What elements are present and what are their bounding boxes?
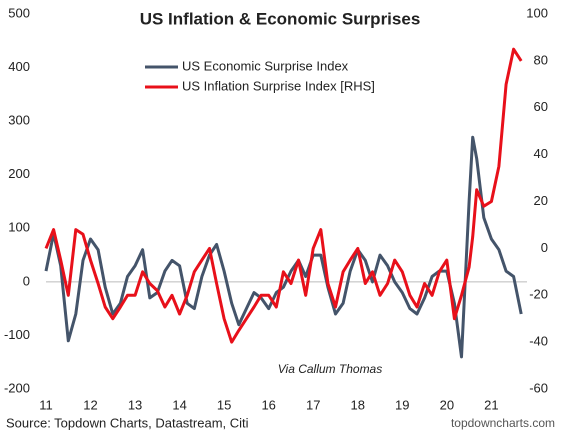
chart-title: US Inflation & Economic Surprises bbox=[140, 9, 421, 28]
x-tick-label: 21 bbox=[484, 397, 498, 412]
x-tick-label: 19 bbox=[395, 397, 409, 412]
y2-tick-label: -60 bbox=[529, 380, 548, 395]
x-tick-label: 15 bbox=[217, 397, 231, 412]
y2-tick-label: 40 bbox=[534, 146, 548, 161]
x-tick-label: 16 bbox=[261, 397, 275, 412]
y2-tick-label: 20 bbox=[534, 193, 548, 208]
y-tick-label: -200 bbox=[4, 380, 30, 395]
series-line bbox=[44, 135, 523, 359]
y-tick-label: 0 bbox=[23, 273, 30, 288]
y-tick-label: 200 bbox=[8, 166, 30, 181]
legend-label: US Inflation Surprise Index [RHS] bbox=[182, 78, 375, 93]
y-tick-label: 400 bbox=[8, 59, 30, 74]
source: Source: Topdown Charts, Datastream, Citi bbox=[6, 415, 249, 430]
y2-tick-label: 80 bbox=[534, 52, 548, 67]
x-tick-label: 17 bbox=[306, 397, 320, 412]
y2-tick-label: -20 bbox=[529, 287, 548, 302]
y-tick-label: 300 bbox=[8, 113, 30, 128]
watermark: topdowncharts.com bbox=[451, 416, 555, 430]
x-tick-label: 13 bbox=[128, 397, 142, 412]
y2-tick-label: 0 bbox=[541, 240, 548, 255]
x-tick-label: 14 bbox=[172, 397, 186, 412]
y-tick-label: -100 bbox=[4, 327, 30, 342]
annotation: Via Callum Thomas bbox=[278, 362, 382, 376]
y2-tick-label: -40 bbox=[529, 334, 548, 349]
x-tick-label: 20 bbox=[440, 397, 454, 412]
y-tick-label: 500 bbox=[8, 5, 30, 20]
y2-tick-label: 100 bbox=[526, 5, 548, 20]
y-tick-label: 100 bbox=[8, 220, 30, 235]
x-tick-label: 18 bbox=[351, 397, 365, 412]
x-tick-label: 11 bbox=[39, 397, 53, 412]
y2-tick-label: 60 bbox=[534, 99, 548, 114]
legend-label: US Economic Surprise Index bbox=[182, 58, 349, 73]
series-line bbox=[44, 47, 523, 344]
x-tick-label: 12 bbox=[83, 397, 97, 412]
